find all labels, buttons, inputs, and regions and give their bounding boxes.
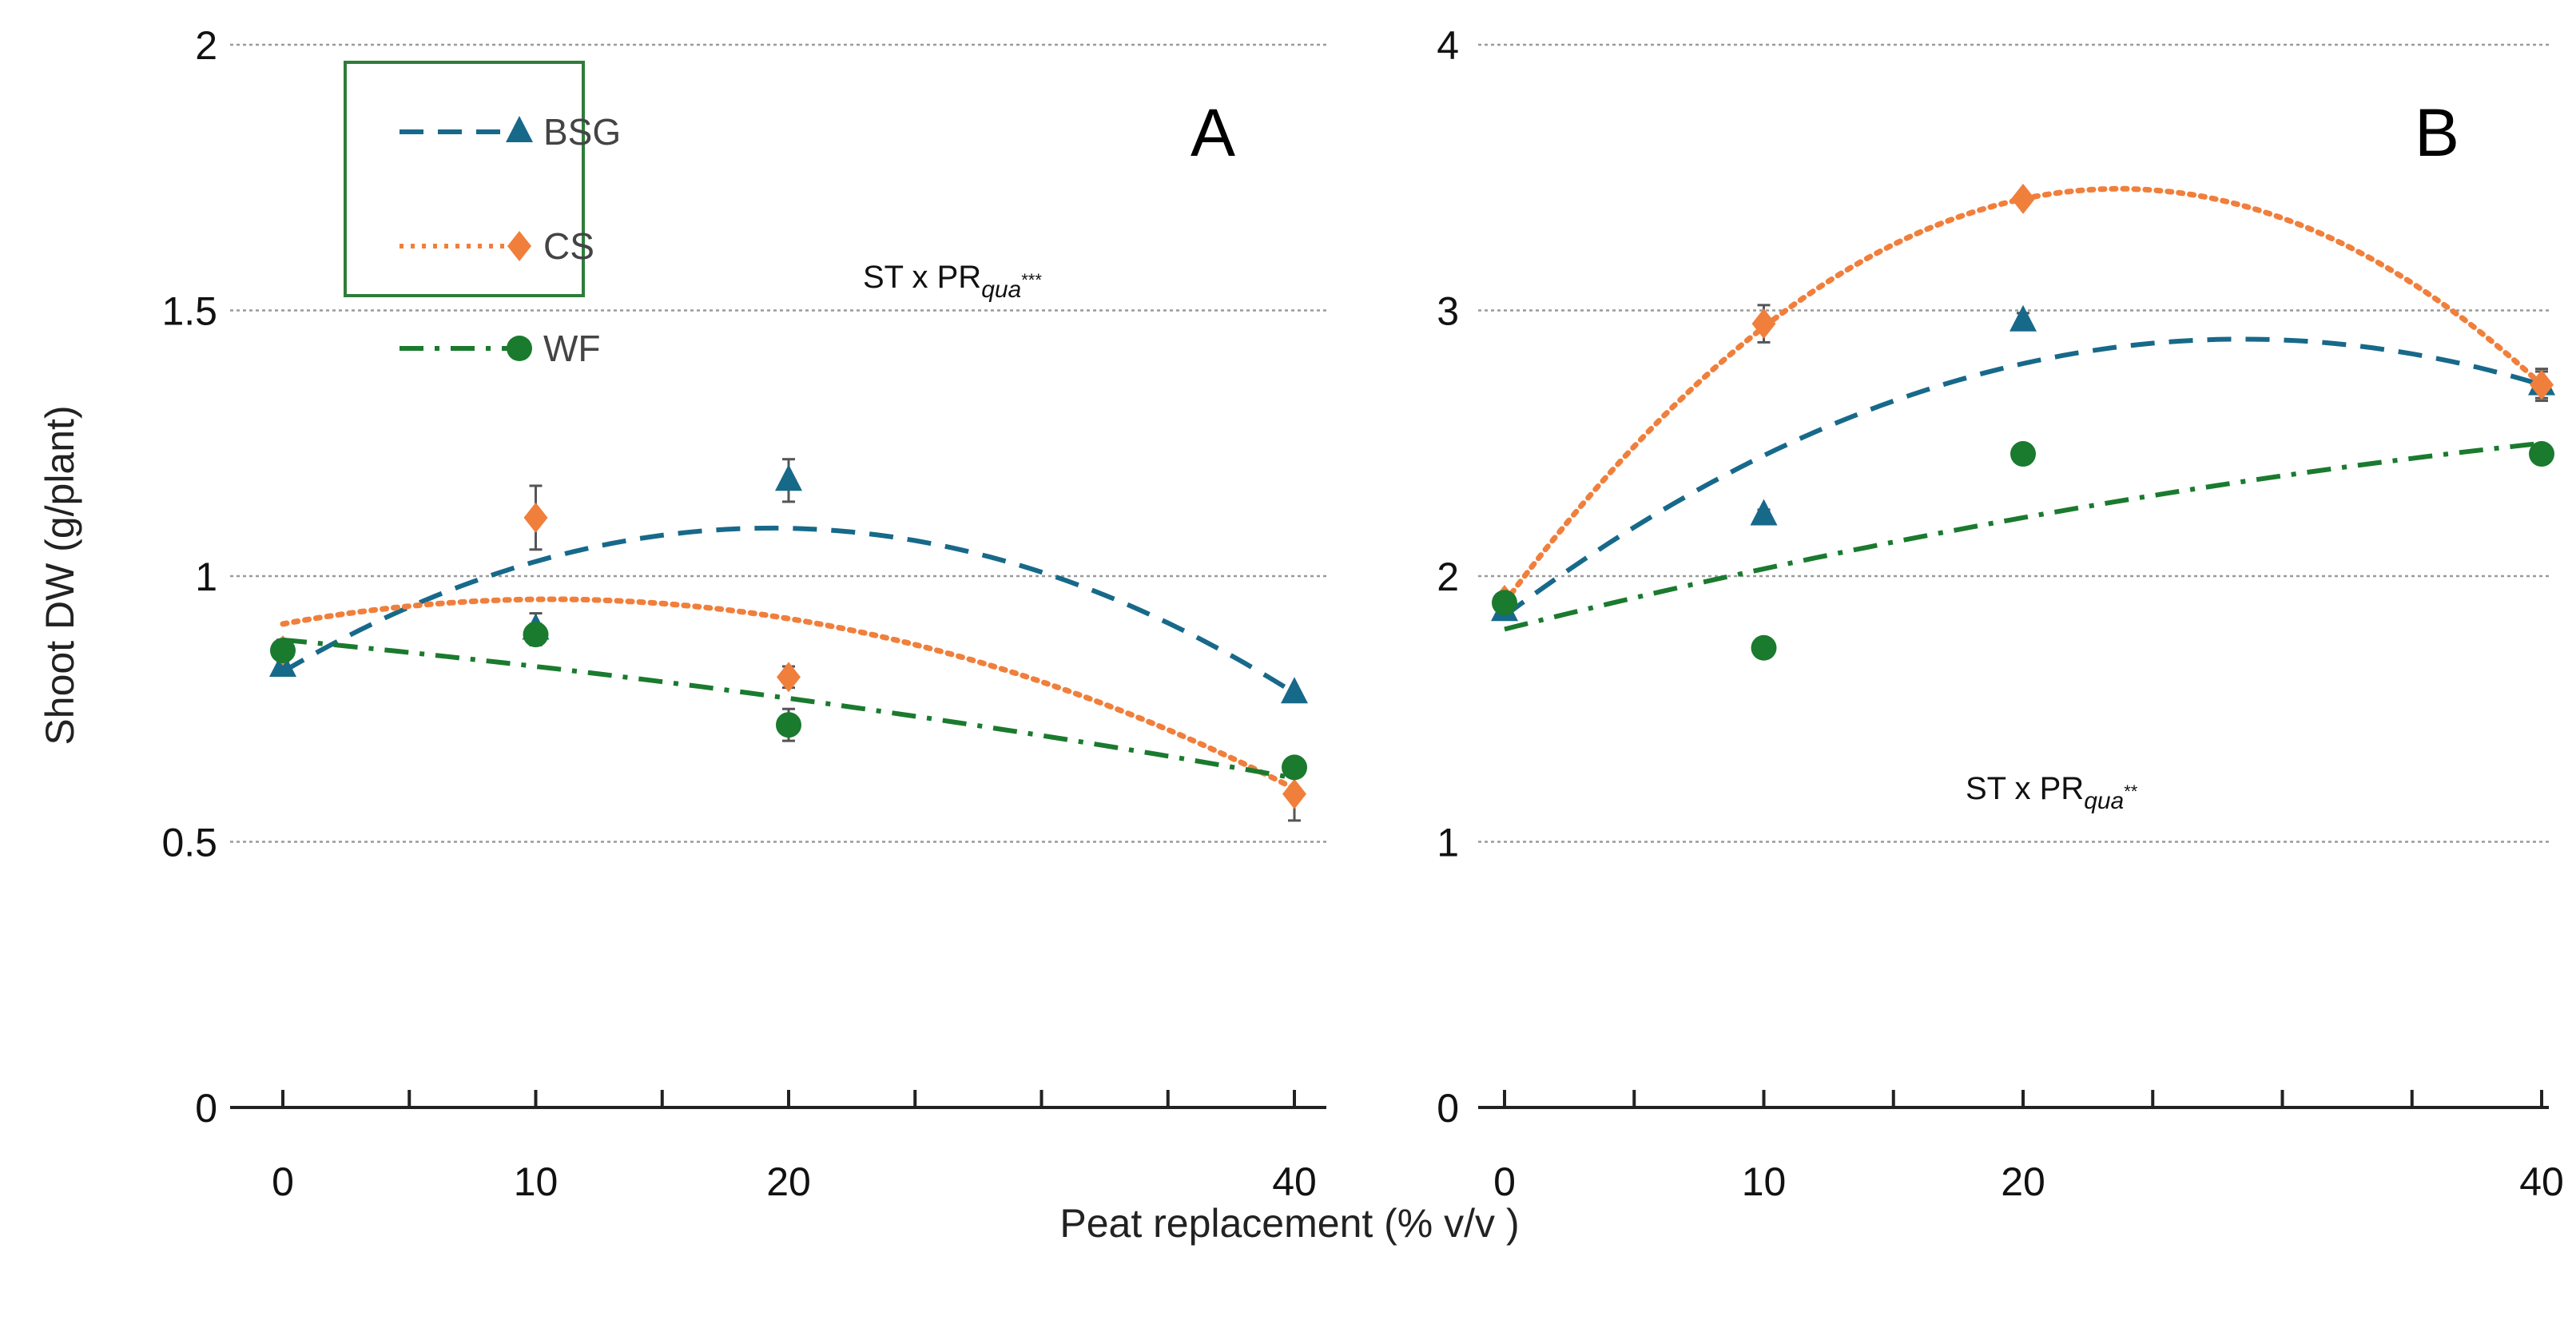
legend-label: WF — [543, 328, 601, 369]
y-tick-label: 0 — [1437, 1086, 1459, 1131]
y-tick-label: 3 — [1437, 289, 1459, 334]
x-axis-title: Peat replacement (% v/v ) — [1059, 1201, 1519, 1246]
data-point-bsg — [1281, 677, 1308, 704]
y-tick-label: 0.5 — [161, 821, 217, 865]
x-tick-label: 10 — [1742, 1159, 1787, 1204]
x-tick-label: 20 — [2001, 1159, 2045, 1204]
x-tick-label: 10 — [514, 1159, 559, 1204]
legend-label: CS — [543, 225, 594, 267]
fit-line-bsg — [1503, 336, 2542, 618]
data-point-wf — [1751, 634, 1777, 661]
legend-marker-bsg — [506, 116, 533, 142]
legend-box — [344, 61, 585, 297]
fit-line-cs — [280, 596, 1298, 792]
y-tick-label: 4 — [1437, 23, 1459, 68]
data-point-cs — [1751, 308, 1776, 340]
data-point-wf — [1282, 754, 1307, 781]
fit-line-wf — [1504, 440, 2542, 632]
x-tick-label: 20 — [766, 1159, 811, 1204]
x-tick-label: 40 — [1272, 1159, 1317, 1204]
data-point-cs — [1282, 778, 1306, 809]
significance-annotation: ST x PRqua*** — [863, 260, 1042, 303]
y-tick-label: 1 — [1437, 821, 1459, 865]
x-tick-label: 40 — [2519, 1159, 2564, 1204]
panel-label: A — [1191, 95, 1235, 170]
data-point-cs — [777, 662, 801, 693]
data-point-cs — [2011, 183, 2035, 214]
legend-marker-wf — [507, 336, 532, 361]
data-point-cs — [2530, 369, 2554, 400]
y-tick-label: 0 — [195, 1086, 217, 1131]
fit-line-wf — [282, 637, 1295, 781]
legend-marker-cs — [507, 231, 531, 261]
panel-label: B — [2415, 95, 2459, 170]
data-point-wf — [2010, 441, 2036, 467]
legend: BSG CS WF — [344, 61, 621, 369]
data-point-bsg — [1750, 499, 1778, 526]
data-point-wf — [523, 622, 549, 648]
significance-annotation: ST x PRqua** — [1966, 771, 2138, 814]
y-axis-title: Shoot DW (g/plant) — [38, 405, 82, 745]
data-point-wf — [776, 712, 801, 738]
data-point-cs — [523, 502, 548, 533]
data-point-bsg — [775, 464, 802, 491]
data-point-wf — [270, 638, 296, 664]
x-tick-label: 0 — [1493, 1159, 1516, 1204]
legend-label: BSG — [543, 111, 621, 153]
y-tick-label: 2 — [1437, 555, 1459, 599]
data-point-wf — [2529, 441, 2554, 467]
fit-line-cs — [1501, 185, 2545, 606]
y-tick-label: 1 — [195, 555, 217, 599]
y-tick-label: 1.5 — [161, 289, 217, 334]
x-tick-label: 0 — [272, 1159, 294, 1204]
y-tick-label: 2 — [195, 23, 217, 68]
data-point-bsg — [2010, 304, 2037, 332]
data-point-wf — [1492, 590, 1517, 616]
